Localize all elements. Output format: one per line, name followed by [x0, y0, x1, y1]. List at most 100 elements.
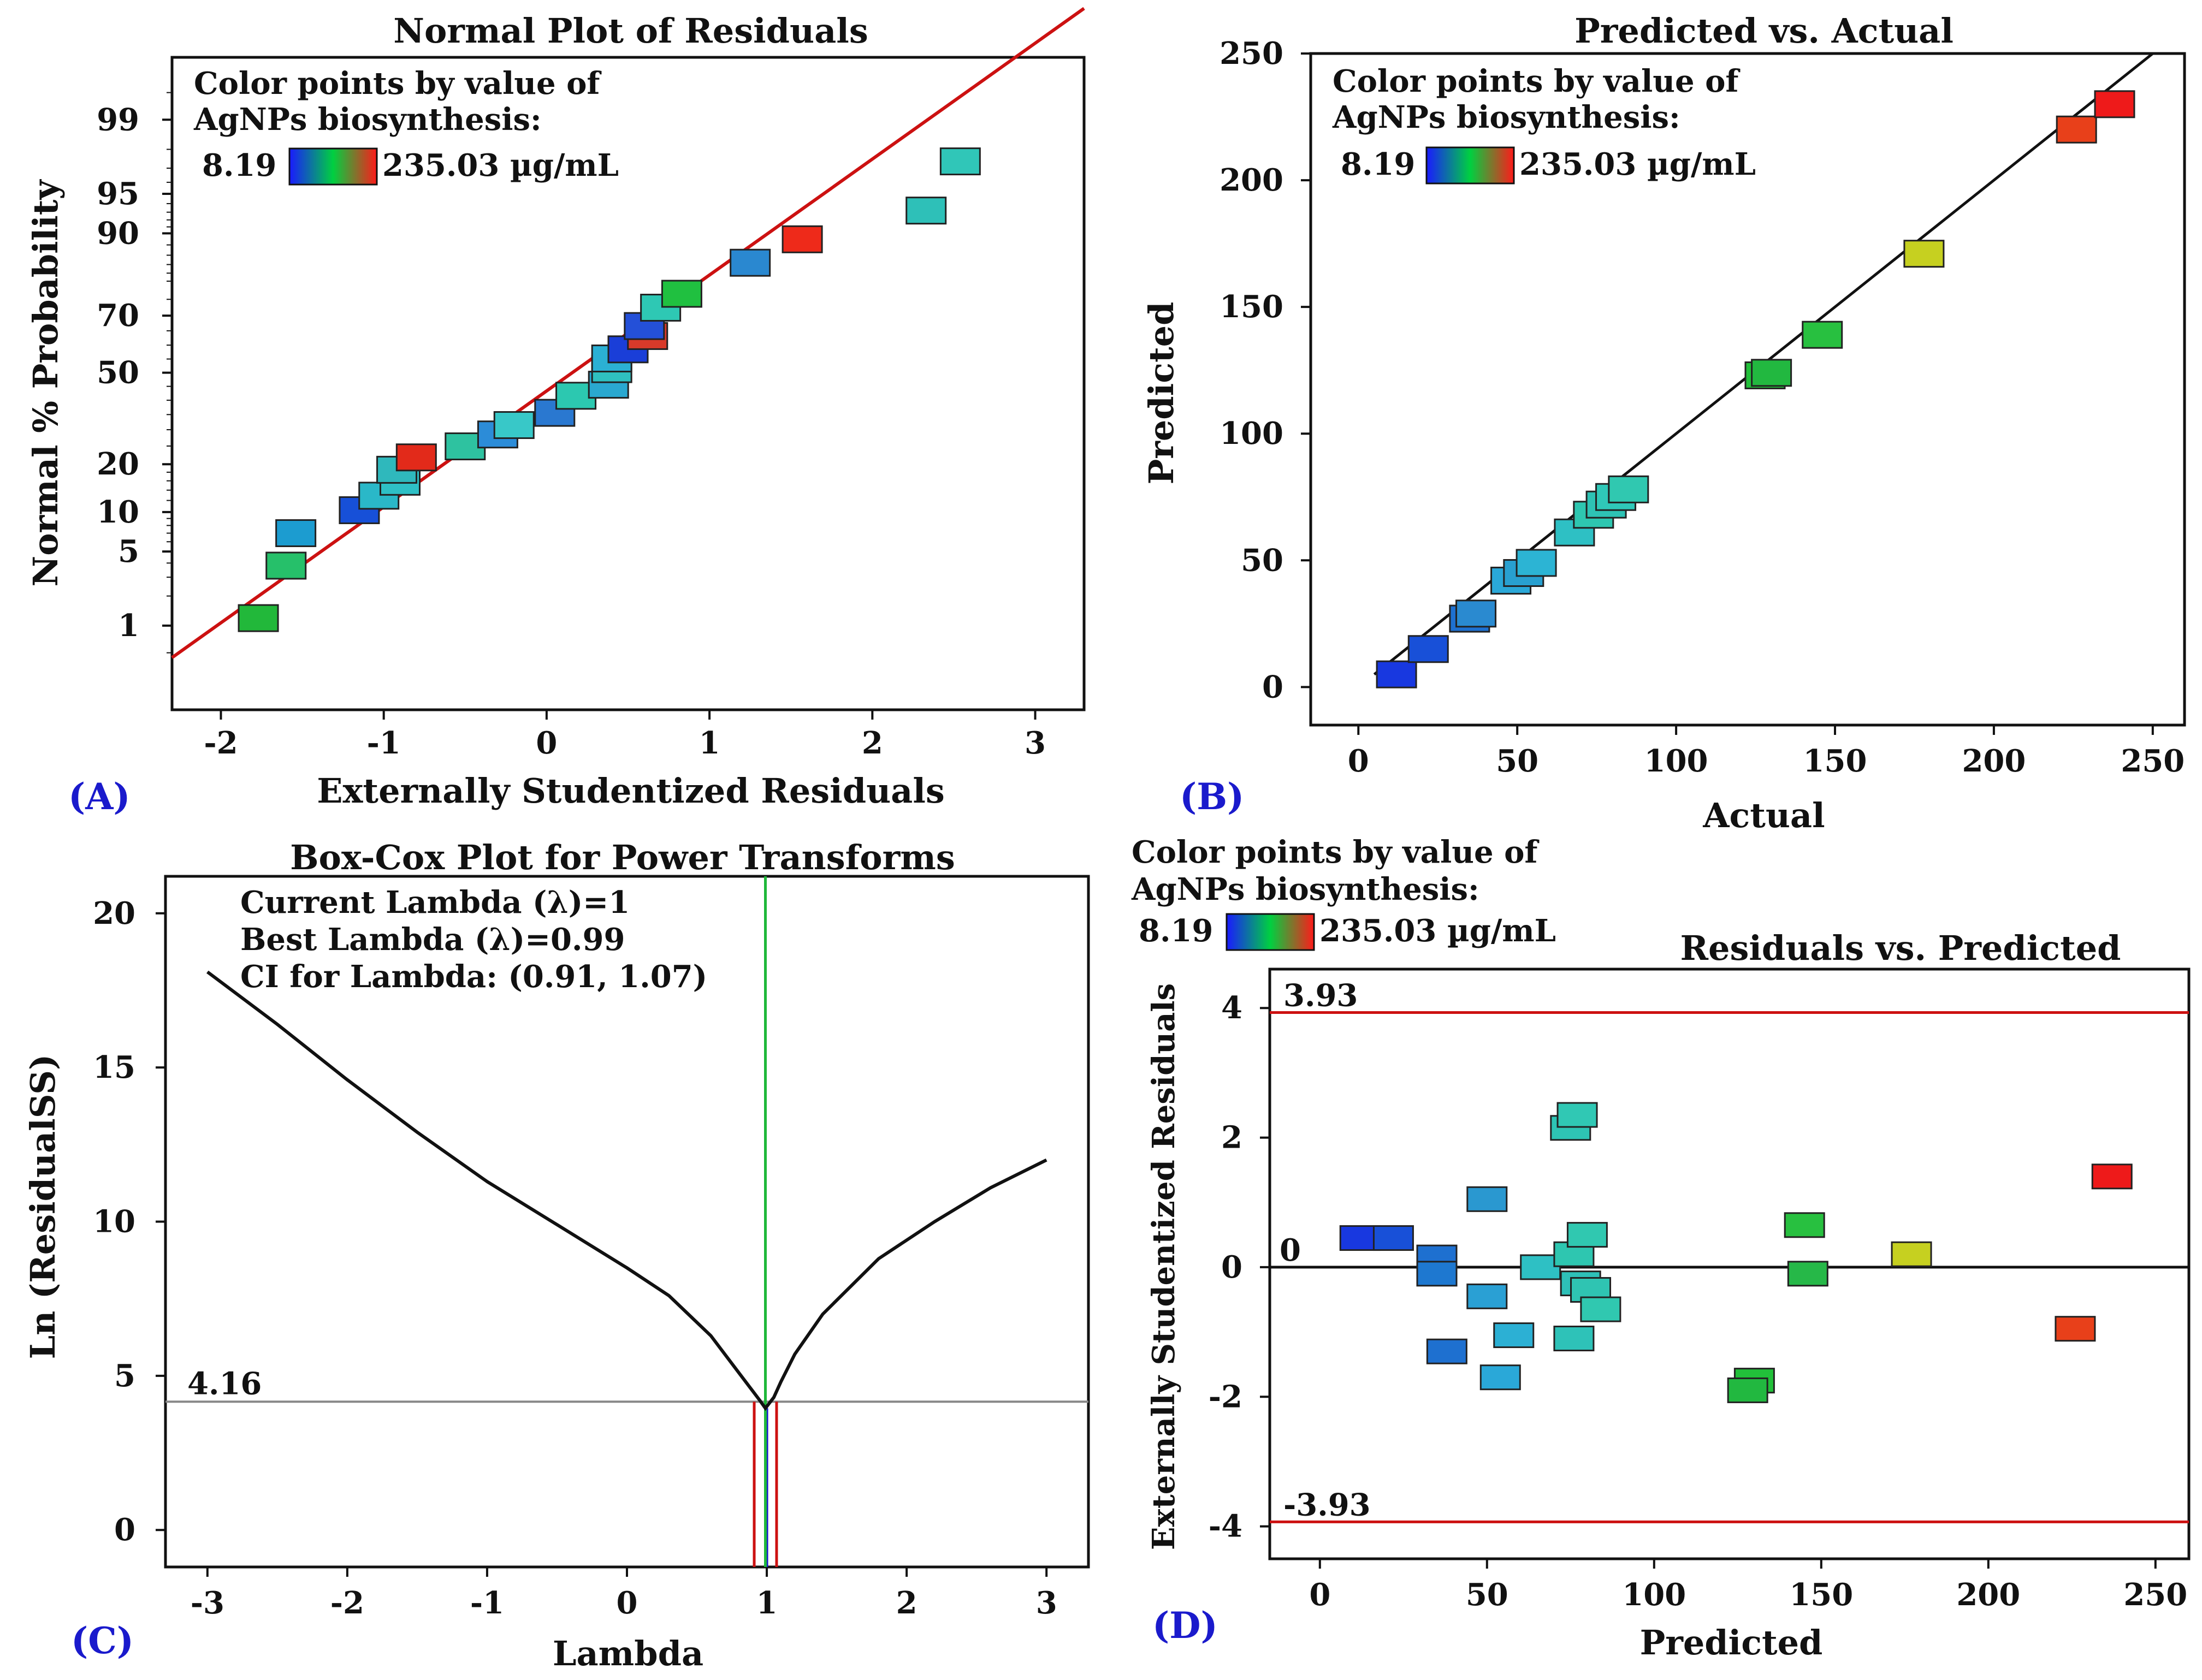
data-point [661, 280, 702, 308]
panel-a-x-ticks: -2 -1 0 1 2 3 [204, 710, 1046, 761]
legend-a-line2: AgNPs biosynthesis: [193, 102, 542, 138]
x-tick-label: -2 [330, 1585, 364, 1621]
panel-c-x-ticks: -3 -2 -1 0 1 2 3 [191, 1567, 1057, 1621]
legend-a-min: 8.19 [202, 147, 276, 183]
x-tick-label: -1 [470, 1585, 504, 1621]
data-point [1376, 660, 1417, 688]
panel-d-frame [1268, 967, 2191, 1560]
y-tick-label: 100 [1220, 415, 1283, 452]
data-point [1426, 1338, 1467, 1364]
legend-d-line2: AgNPs biosynthesis: [1131, 871, 1479, 907]
y-tick-label: 15 [93, 1049, 135, 1085]
data-point [1903, 240, 1945, 268]
x-tick-label: 150 [1789, 1577, 1853, 1613]
x-tick-label: 2 [862, 725, 883, 761]
panel-c-y-ticks: 0 5 10 15 20 [93, 895, 165, 1548]
data-point [1416, 1261, 1458, 1287]
x-tick-label: 100 [1622, 1577, 1686, 1613]
panel-c-title: Box-Cox Plot for Power Transforms [290, 838, 955, 877]
y-tick-label: 1 [118, 608, 139, 644]
y-tick-label: 0 [1221, 1249, 1242, 1285]
panel-a-xlabel: Externally Studentized Residuals [317, 771, 945, 811]
data-point [1566, 1222, 1608, 1248]
ci-lambda-annotation: CI for Lambda: (0.91, 1.07) [240, 959, 707, 995]
data-point [2091, 1163, 2133, 1190]
y-tick-label: 10 [93, 1204, 135, 1240]
panel-b-y-ticks: 0 50 100 150 200 250 [1220, 35, 1311, 705]
panel-a-legend: Color points by value of AgNPs biosynthe… [193, 66, 619, 186]
data-point [1727, 1377, 1768, 1403]
data-point [534, 399, 576, 427]
y-tick-label: 5 [114, 1358, 135, 1394]
y-tick-label: 200 [1220, 162, 1283, 198]
x-tick-label: 250 [2121, 743, 2185, 779]
y-tick-label: 250 [1220, 35, 1283, 72]
data-point [1516, 549, 1557, 577]
x-tick-label: 1 [756, 1585, 778, 1621]
panel-b-frame [1309, 52, 2186, 727]
x-tick-label: 100 [1644, 743, 1708, 779]
y-tick-label: -4 [1209, 1509, 1242, 1545]
data-point [939, 147, 981, 176]
panel-a-points [238, 147, 981, 632]
legend-b-max: 235.03 µg/mL [1519, 146, 1756, 182]
panel-d-x-ticks: 0 50 100 150 200 250 [1309, 1559, 2187, 1613]
y-tick-label: 10 [97, 494, 139, 530]
legend-d-colorbar [1226, 913, 1315, 951]
x-tick-label: 200 [1956, 1577, 2020, 1613]
data-point [1407, 635, 1449, 663]
legend-b-colorbar [1425, 146, 1515, 185]
x-tick-label: 3 [1025, 725, 1046, 761]
panel-d-xlabel: Predicted [1640, 1623, 1823, 1663]
panel-d-legend: Color points by value of AgNPs biosynthe… [1131, 834, 1556, 951]
data-point [1751, 359, 1792, 387]
x-tick-label: 0 [536, 725, 557, 761]
x-tick-label: 0 [1348, 743, 1369, 779]
data-point [1802, 320, 1843, 349]
panel-d-y-ticks: -4 -2 0 2 4 [1209, 990, 1270, 1545]
panel-a-ylabel: Normal % Probability [26, 179, 66, 587]
panel-c: Box-Cox Plot for Power Transforms 051015… [23, 838, 1090, 1673]
data-point [275, 519, 317, 548]
data-point [1466, 1283, 1508, 1309]
panel-d-points [1339, 1102, 2133, 1403]
x-tick-label: 2 [896, 1585, 917, 1621]
panel-c-label: (C) [71, 1619, 134, 1662]
legend-a-line1: Color points by value of [194, 66, 602, 102]
y-tick-label: 0 [1262, 669, 1283, 705]
y-tick-label: 90 [97, 215, 139, 251]
y-tick-label: 2 [1221, 1120, 1242, 1156]
panel-b-x-ticks: 0 50 100 150 200 250 [1348, 725, 2185, 779]
data-point [1580, 1296, 1621, 1322]
panel-a-title: Normal Plot of Residuals [393, 11, 868, 51]
panel-d-upper-limit-label: 3.93 [1283, 978, 1358, 1014]
x-tick-label: 0 [1309, 1577, 1330, 1613]
x-tick-label: -2 [204, 725, 238, 761]
legend-b-line2: AgNPs biosynthesis: [1332, 99, 1680, 135]
panel-b-label: (B) [1180, 775, 1244, 818]
data-point [238, 604, 279, 632]
panel-d-lower-limit-label: -3.93 [1283, 1487, 1371, 1523]
y-tick-label: 70 [97, 298, 139, 334]
y-tick-label: 50 [1241, 542, 1283, 578]
panel-c-xlabel: Lambda [553, 1634, 703, 1673]
panel-b-xlabel: Actual [1702, 796, 1825, 835]
data-point [1372, 1225, 1414, 1251]
panel-c-annotations: Current Lambda (λ)=1 Best Lambda (λ)=0.9… [240, 884, 707, 995]
y-tick-label: 50 [97, 355, 139, 391]
data-point [1493, 1322, 1535, 1349]
panel-d-label: (D) [1152, 1604, 1218, 1647]
y-tick-label: 5 [118, 533, 139, 569]
data-point [1784, 1212, 1825, 1238]
legend-b-min: 8.19 [1341, 146, 1415, 182]
x-tick-label: 1 [699, 725, 720, 761]
data-point [2055, 1316, 2096, 1342]
panel-c-curve [206, 970, 1047, 1411]
panel-b-legend: Color points by value of AgNPs biosynthe… [1332, 63, 1756, 185]
legend-d-line1: Color points by value of [1132, 834, 1540, 870]
legend-a-max: 235.03 µg/mL [382, 147, 619, 183]
data-point [730, 248, 771, 277]
data-point [2056, 115, 2097, 144]
